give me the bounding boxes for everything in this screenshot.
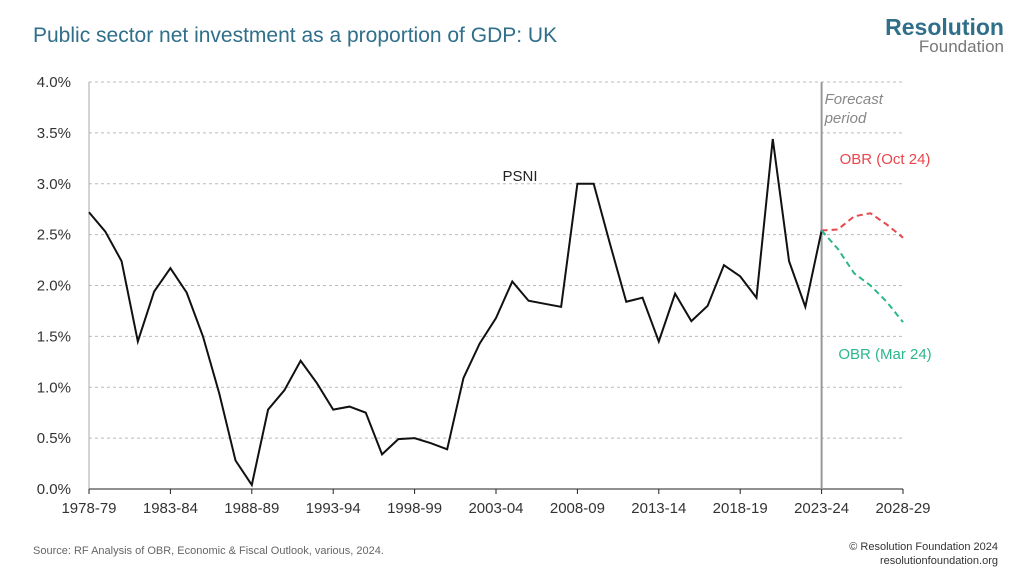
website: resolutionfoundation.org [879, 555, 998, 567]
y-tick-label: 0.0% [37, 481, 71, 498]
y-tick-label: 0.5% [37, 430, 71, 447]
x-tick-label: 2028-29 [875, 500, 930, 517]
y-tick-label: 2.0% [37, 278, 71, 295]
y-tick-label: 1.5% [37, 328, 71, 345]
y-tick-label: 4.0% [37, 74, 71, 91]
x-tick-label: 2013-14 [631, 500, 686, 517]
series-label: OBR (Mar 24) [838, 346, 932, 363]
x-tick-label: 1988-89 [224, 500, 279, 517]
series-line [88, 138, 823, 488]
series-label: OBR (Oct 24) [839, 151, 931, 168]
y-tick-label: 3.5% [37, 125, 71, 142]
x-tick-label: 1998-99 [387, 500, 442, 517]
annotation: Forecast period [824, 91, 883, 127]
x-tick-label: 2023-24 [794, 500, 849, 517]
title: Public sector net investment as a propor… [33, 24, 558, 47]
y-tick-label: 2.5% [37, 227, 71, 244]
copyright: © Resolution Foundation 2024 [849, 541, 998, 553]
series-line [820, 229, 904, 323]
series-label: PSNI [502, 168, 538, 185]
x-tick-label: 1978-79 [61, 500, 116, 517]
logo: Resolution [885, 14, 1004, 40]
x-tick-label: 2003-04 [468, 500, 523, 517]
y-tick-label: 1.0% [37, 379, 71, 396]
series-line [821, 212, 904, 239]
y-tick-label: 3.0% [37, 176, 71, 193]
x-tick-label: 2008-09 [550, 500, 605, 517]
x-tick-label: 1983-84 [143, 500, 198, 517]
x-tick-label: 2018-19 [713, 500, 768, 517]
source: Source: RF Analysis of OBR, Economic & F… [33, 545, 384, 557]
x-tick-label: 1993-94 [306, 500, 361, 517]
logo: Foundation [918, 37, 1004, 56]
